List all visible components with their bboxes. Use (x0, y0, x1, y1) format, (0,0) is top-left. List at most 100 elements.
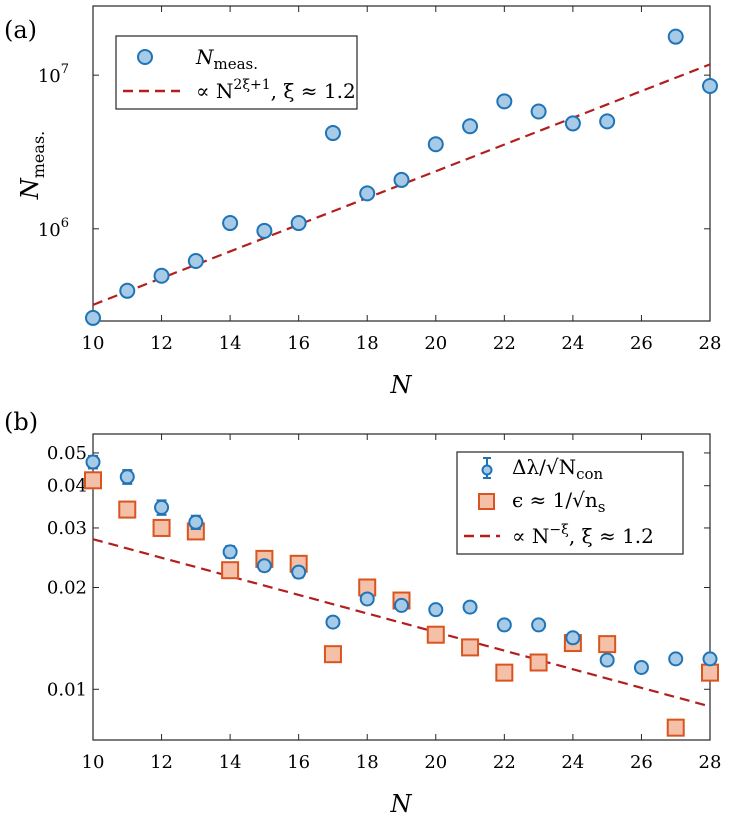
legend-marker-epsilon (478, 493, 495, 510)
legend-label-n-meas: Nmeas. (195, 45, 258, 73)
x-tick-label: 28 (699, 752, 722, 773)
x-tick-label: 10 (82, 752, 105, 773)
panel-a-legend-box (115, 35, 358, 110)
panel-a-y-label: Nmeas. (16, 131, 48, 200)
data-point (394, 597, 409, 613)
data-point (153, 267, 170, 284)
x-tick-label: 26 (630, 752, 653, 773)
data-point (291, 564, 307, 580)
x-tick-label: 12 (150, 333, 173, 354)
square-point (323, 645, 342, 664)
panel-b-x-label: N (390, 790, 413, 818)
x-tick-label: 26 (630, 333, 653, 354)
data-point (564, 115, 581, 132)
panel-b-y-ticks: 0.01 0.02 0.03 0.04 0.05 (47, 443, 710, 700)
data-point (496, 93, 513, 110)
square-point (701, 663, 719, 682)
y-tick-label: 0.04 (47, 476, 87, 497)
data-point (359, 591, 375, 607)
legend-delta-lambda-main: Δλ/√N (512, 455, 576, 479)
panel-a-y-label-sub: meas. (29, 131, 48, 178)
fit-line (92, 538, 711, 708)
legend-fit-b-tail: , ξ ≈ 1.2 (569, 524, 654, 548)
data-point (530, 103, 547, 120)
x-tick-label: 24 (561, 333, 584, 354)
x-tick-label: 28 (699, 333, 722, 354)
panel-b-label: (b) (4, 408, 38, 436)
data-point (462, 599, 478, 615)
y-tick-exponent: 6 (61, 216, 69, 231)
data-point (85, 309, 101, 326)
square-point (152, 518, 171, 537)
data-point (359, 185, 376, 202)
legend-n-meas-main: N (195, 45, 215, 69)
x-tick-label: 20 (424, 752, 447, 773)
square-point (118, 500, 137, 519)
legend-fit-b-sup: −ξ (549, 522, 569, 538)
data-point (119, 282, 136, 299)
data-point (119, 469, 135, 485)
data-point (154, 499, 170, 515)
fit-line (92, 63, 711, 306)
legend-delta-lambda-sub: con (576, 465, 603, 483)
data-point (599, 652, 615, 668)
data-point (496, 617, 512, 633)
legend-marker-delta-lambda (481, 464, 493, 476)
square-point (529, 653, 548, 672)
y-tick-exponent: 7 (61, 62, 69, 77)
x-tick-label: 10 (82, 333, 105, 354)
legend-fit-a-tail: , ξ ≈ 1.2 (271, 79, 356, 103)
legend-marker-n-meas (137, 49, 153, 65)
panel-a-legend: Nmeas. ∝ N2ξ+1, ξ ≈ 1.2 (115, 35, 358, 110)
data-point (702, 77, 718, 94)
legend-fit-b-main: ∝ N (512, 524, 549, 548)
y-tick-label: 0.03 (47, 518, 87, 539)
panel-b-plot-area (84, 454, 719, 737)
x-tick-label: 22 (493, 752, 516, 773)
data-point (667, 28, 684, 45)
data-point (668, 651, 684, 667)
data-point (325, 614, 341, 630)
square-point (598, 635, 617, 654)
square-point (461, 638, 480, 657)
panel-a-plot-area (85, 28, 718, 326)
panel-a-x-label: N (390, 371, 413, 399)
data-point (633, 659, 649, 675)
data-point (85, 454, 101, 470)
panel-b-x-ticks: 10 12 14 16 18 20 22 24 26 28 (82, 434, 722, 773)
x-tick-label: 20 (424, 333, 447, 354)
legend-label-fit-b: ∝ N−ξ, ξ ≈ 1.2 (512, 522, 654, 548)
x-tick-label: 16 (287, 752, 310, 773)
legend-label-fit-a: ∝ N2ξ+1, ξ ≈ 1.2 (196, 77, 356, 103)
panel-a-axes-box (92, 5, 711, 322)
y-tick-label: 107 (38, 62, 69, 87)
data-point (290, 215, 307, 232)
square-point (495, 663, 514, 682)
data-point (222, 544, 238, 560)
panel-b: (b) 10 12 14 16 18 20 22 24 26 28 0.010.020.030.0… (4, 408, 721, 818)
legend-epsilon-sub: s (598, 498, 606, 516)
legend-fit-a-sup: 2ξ+1 (233, 77, 270, 93)
legend-epsilon-main: ϵ ≈ 1/√n (512, 488, 598, 512)
x-tick-label: 14 (219, 333, 242, 354)
y-tick-base: 10 (38, 66, 61, 87)
data-point (428, 602, 444, 618)
x-tick-label: 16 (287, 333, 310, 354)
y-tick-base: 10 (38, 220, 61, 241)
panel-b-legend: Δλ/√Ncon ϵ ≈ 1/√ns ∝ N−ξ, ξ ≈ 1.2 (456, 451, 684, 555)
data-point (393, 171, 410, 188)
y-tick-label: 106 (38, 216, 69, 241)
y-tick-label: 0.05 (47, 443, 87, 464)
square-point (84, 471, 102, 490)
data-point (222, 215, 239, 232)
data-point (187, 253, 204, 270)
square-point (666, 718, 685, 737)
legend-label-delta-lambda: Δλ/√Ncon (512, 455, 604, 483)
legend-n-meas-sub: meas. (214, 55, 259, 73)
x-tick-label: 12 (150, 752, 173, 773)
y-tick-label: 0.02 (47, 577, 87, 598)
data-point (188, 514, 204, 530)
data-point (599, 113, 616, 130)
